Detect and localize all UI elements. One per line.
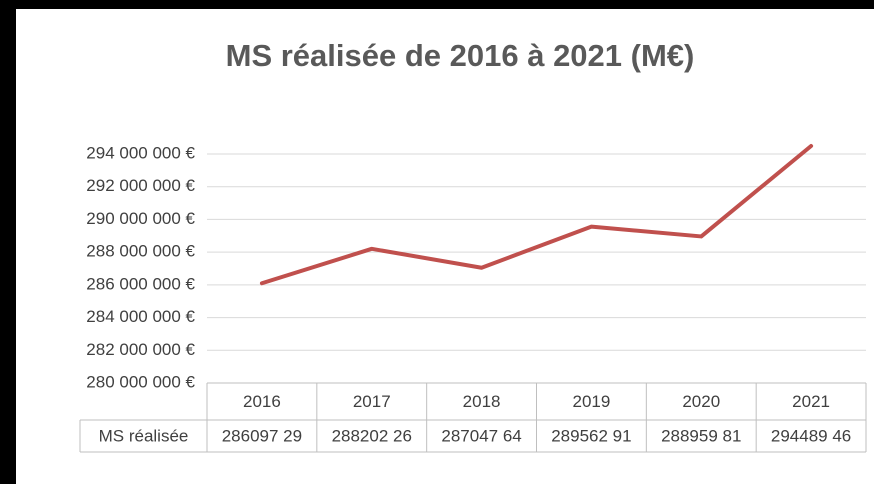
chart-area [16, 9, 874, 484]
table-value: 286097 29 [222, 426, 302, 445]
table-value: 288202 26 [332, 426, 412, 445]
x-tick-label: 2016 [243, 392, 281, 411]
y-tick-label: 294 000 000 € [86, 143, 195, 162]
x-tick-label: 2017 [353, 392, 391, 411]
x-tick-label: 2018 [463, 392, 501, 411]
chart-title: MS réalisée de 2016 à 2021 (M€) [226, 38, 695, 73]
y-tick-label: 290 000 000 € [86, 209, 195, 228]
y-tick-label: 292 000 000 € [86, 176, 195, 195]
y-tick-label: 284 000 000 € [86, 307, 195, 326]
y-tick-label: 288 000 000 € [86, 242, 195, 261]
table-series-name: MS réalisée [99, 426, 189, 445]
table-value: 288959 81 [661, 426, 741, 445]
x-tick-label: 2021 [792, 392, 830, 411]
series-line [259, 143, 814, 286]
table-value: 287047 64 [441, 426, 521, 445]
x-tick-label: 2020 [682, 392, 720, 411]
table-value: 289562 91 [551, 426, 631, 445]
y-tick-label: 282 000 000 € [86, 340, 195, 359]
y-tick-label: 280 000 000 € [86, 372, 195, 391]
table-value: 294489 46 [771, 426, 851, 445]
x-tick-label: 2019 [573, 392, 611, 411]
y-tick-label: 286 000 000 € [86, 274, 195, 293]
